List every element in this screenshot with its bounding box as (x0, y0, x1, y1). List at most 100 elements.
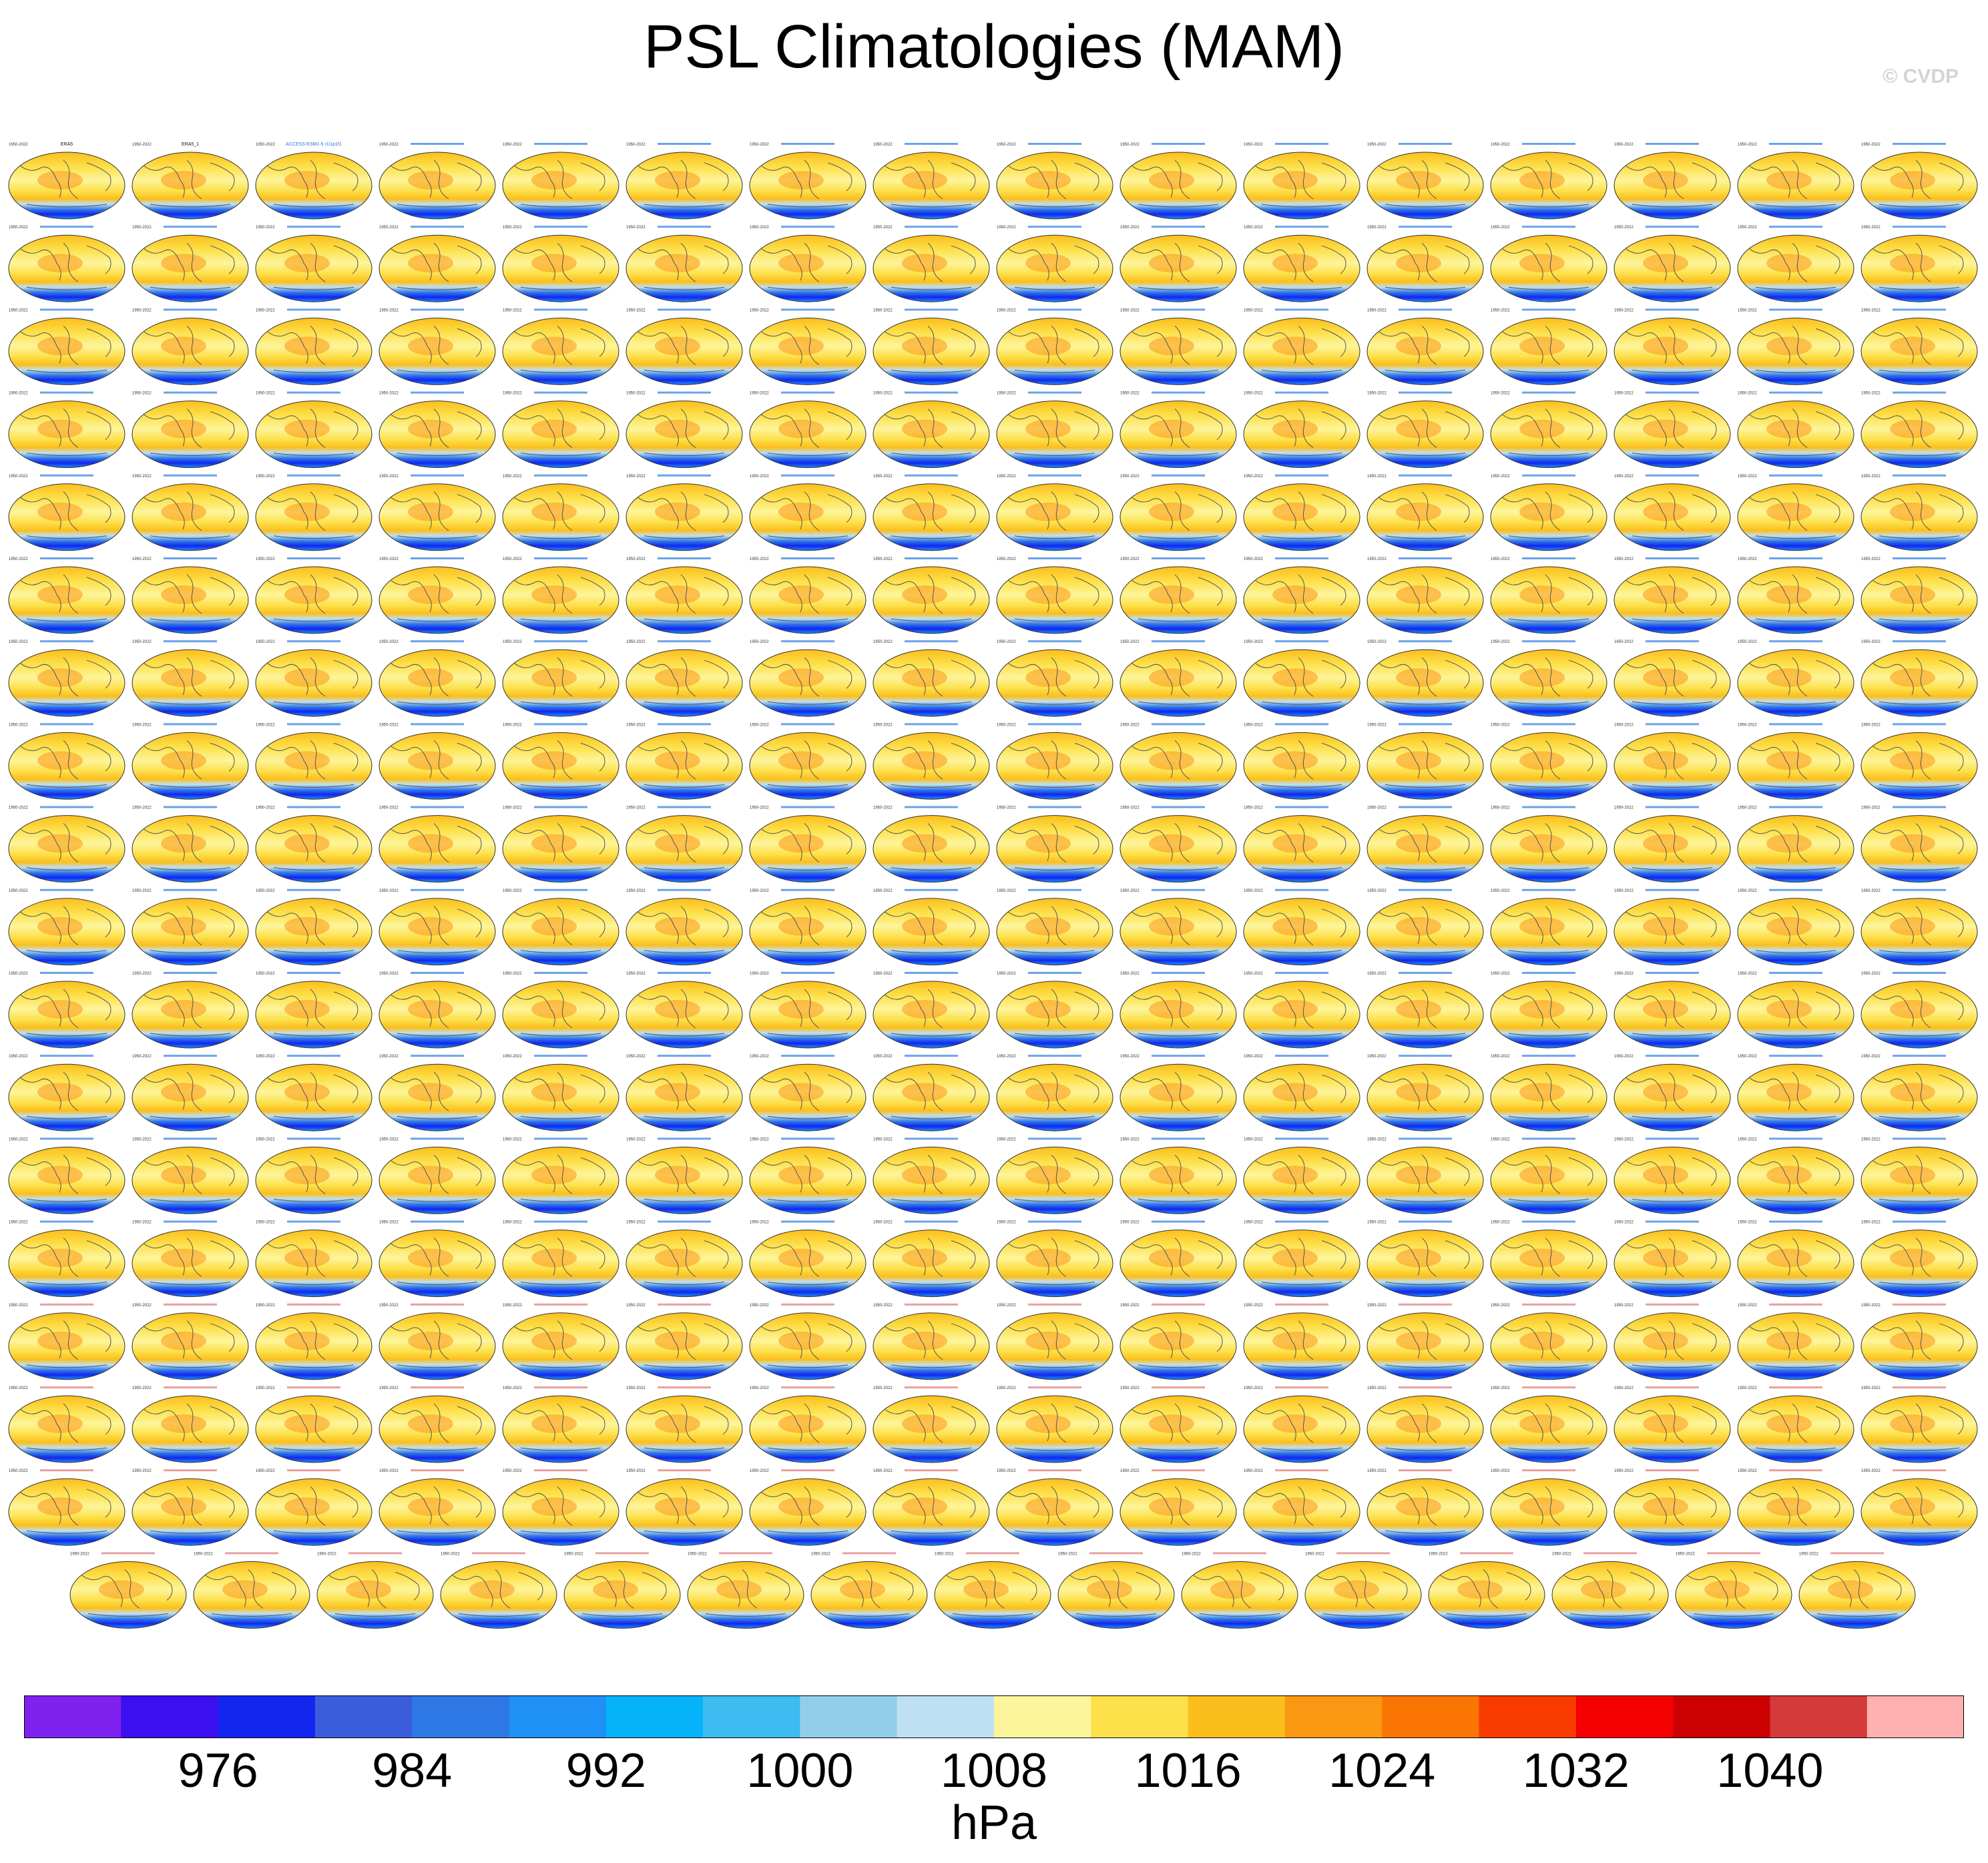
panel-title (1769, 557, 1822, 559)
panel-title (781, 640, 834, 643)
map-panel: 1950-2022 (440, 1552, 557, 1629)
panel-title (658, 474, 711, 477)
panel-period-label: 1950-2022 (997, 1055, 1016, 1059)
panel-title (1152, 391, 1205, 394)
map-panel: 1950-2022 (1366, 1469, 1484, 1546)
panel-title (164, 806, 217, 808)
coastline (513, 326, 605, 373)
panel-period-label: 1950-2022 (873, 226, 893, 230)
panel-title (164, 226, 217, 228)
high-pressure-cell (1643, 1248, 1688, 1268)
high-pressure-cell (1457, 1580, 1503, 1599)
panel-title (534, 557, 587, 559)
panel-title (287, 474, 340, 477)
coastline (884, 823, 976, 871)
panel-title (287, 1386, 340, 1388)
panel-period-label: 1950-2022 (750, 889, 769, 893)
high-pressure-cell (284, 916, 330, 936)
panel-title (287, 972, 340, 974)
panel-period-label: 1950-2022 (873, 972, 893, 976)
coastline (143, 1155, 235, 1202)
map-panel: 1950-2022 (873, 806, 990, 883)
map-panel: 1950-2022 (379, 1055, 496, 1131)
map-panel: 1950-2022 (1490, 1303, 1607, 1380)
map-panel: 1950-2022 (255, 1386, 372, 1463)
high-pressure-cell (1766, 751, 1812, 770)
coastline (266, 989, 358, 1037)
coastline (1131, 242, 1223, 290)
panel-title (781, 1469, 834, 1472)
panel-title (411, 888, 464, 891)
coastline (19, 409, 111, 457)
panel-title (1089, 1552, 1143, 1555)
map-panel: 1950-2022 (8, 888, 126, 966)
map-panel: 1950-2022 (873, 391, 990, 469)
panel-title (40, 1386, 93, 1388)
panel-title (1646, 640, 1699, 643)
map-panel: 1950-2022 (1860, 1303, 1978, 1380)
coastline (1872, 1238, 1964, 1286)
coastline (1501, 409, 1593, 457)
map-panel: 1950-2022 (687, 1552, 804, 1629)
panel-title (1646, 972, 1699, 974)
panel-title (1522, 972, 1575, 974)
high-pressure-cell (778, 336, 824, 356)
map-panel: 1950-2022 (749, 888, 866, 966)
coastline (1439, 1569, 1531, 1617)
panel-period-label: 1950-2022 (503, 640, 522, 644)
coastline (1378, 657, 1470, 705)
high-pressure-cell (1149, 1497, 1194, 1517)
high-pressure-cell (1890, 1165, 1935, 1185)
high-pressure-cell (408, 1248, 453, 1268)
high-pressure-cell (902, 1000, 947, 1019)
panel-title (1646, 391, 1699, 394)
high-pressure-cell (902, 916, 947, 936)
panel-period-label: 1950-2022 (379, 143, 399, 147)
panel-title (1646, 143, 1699, 145)
map-panel: 1950-2022 (132, 723, 249, 800)
panel-title (348, 1552, 402, 1555)
high-pressure-cell (1643, 834, 1688, 853)
panel-period-label: 1950-2022 (1120, 1055, 1140, 1059)
panel-period-label: 1950-2022 (1614, 143, 1634, 147)
map-panel: 1950-2022 (132, 557, 249, 634)
map-panel: 1950-2022 (749, 474, 866, 551)
panel-title (1399, 308, 1452, 311)
map-panel: 1950-2022 (749, 1137, 866, 1214)
panel-period-label: 1950-2022 (997, 143, 1016, 147)
map-panel: 1950-2022 (626, 972, 743, 1049)
colorbar-tick-label: 976 (178, 1744, 258, 1798)
high-pressure-cell (408, 916, 453, 936)
panel-title (1460, 1552, 1513, 1555)
panel-title (534, 1386, 587, 1388)
high-pressure-cell (408, 502, 453, 521)
coastline (637, 1155, 729, 1202)
high-pressure-cell (531, 751, 577, 770)
high-pressure-cell (1519, 1248, 1565, 1268)
coastline (1872, 740, 1964, 788)
high-pressure-cell (902, 1331, 947, 1350)
coastline (19, 1071, 111, 1119)
panel-period-label: 1950-2022 (132, 226, 152, 230)
high-pressure-cell (778, 419, 824, 439)
map-panel: 1950-2022 (1243, 888, 1360, 966)
coastline (637, 657, 729, 705)
panel-period-label: 1950-2022 (750, 143, 769, 147)
map-panel: 1950-2022 (749, 640, 866, 717)
map-panel: 1950-2022 (563, 1552, 681, 1629)
coastline (19, 989, 111, 1037)
coastline (513, 1486, 605, 1534)
panel-title (1028, 806, 1081, 808)
map-panel: 1950-2022 (626, 557, 743, 634)
panel-period-label: 1950-2022 (997, 557, 1016, 561)
panel-period-label: 1950-2022 (1614, 806, 1634, 810)
coastline (1872, 491, 1964, 539)
coastline (1254, 1486, 1346, 1534)
coastline (884, 1155, 976, 1202)
high-pressure-cell (778, 254, 824, 273)
panel-period-label: 1950-2022 (1614, 1055, 1634, 1059)
map-panel: 1950-2022 (873, 474, 990, 551)
high-pressure-cell (1272, 1331, 1318, 1350)
panel-title (905, 143, 958, 145)
panel-title (1769, 972, 1822, 974)
